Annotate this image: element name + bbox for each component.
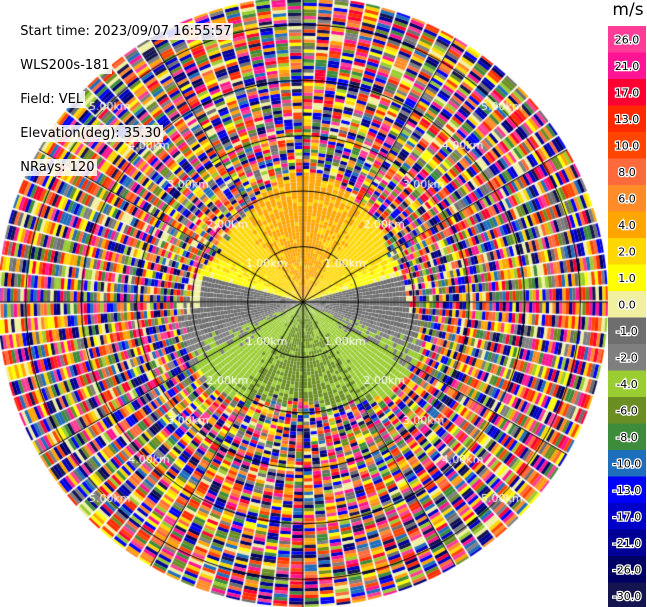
colorbar-swatch xyxy=(608,450,646,477)
colorbar-tick-label: -30.0 xyxy=(613,590,641,603)
colorbar-tick-label: 2.0 xyxy=(618,245,636,258)
instrument-text: WLS200s-181 xyxy=(18,57,112,74)
colorbar-swatch xyxy=(608,344,646,371)
colorbar-swatch xyxy=(608,476,646,503)
colorbar-swatch xyxy=(608,211,646,238)
colorbar-swatch xyxy=(608,370,646,397)
colorbar-tick-label: 10.0 xyxy=(615,139,640,152)
elevation-text: Elevation(deg): 35.30 xyxy=(18,125,164,142)
colorbar-tick-label: -10.0 xyxy=(613,457,641,470)
colorbar-swatch xyxy=(608,158,646,185)
colorbar-swatch xyxy=(608,317,646,344)
colorbar-swatch xyxy=(608,79,646,106)
scan-info: Start time: 2023/09/07 16:55:57 WLS200s-… xyxy=(10,6,234,176)
colorbar-swatch xyxy=(608,238,646,265)
colorbar-tick-label: 6.0 xyxy=(618,192,636,205)
start-time-text: Start time: 2023/09/07 16:55:57 xyxy=(18,23,234,40)
colorbar-tick-label: 8.0 xyxy=(618,166,636,179)
colorbar-swatch xyxy=(608,503,646,530)
colorbar-swatch xyxy=(608,185,646,212)
colorbar-tick-label: -4.0 xyxy=(616,378,637,391)
colorbar-tick-label: 1.0 xyxy=(618,272,636,285)
colorbar-swatch xyxy=(608,264,646,291)
colorbar-swatch xyxy=(608,105,646,132)
colorbar-unit: m/s xyxy=(612,0,644,20)
colorbar-swatch xyxy=(608,397,646,424)
colorbar-swatch xyxy=(608,556,646,583)
colorbar-tick-label: -13.0 xyxy=(613,484,641,497)
nrays-text: NRays: 120 xyxy=(18,159,97,176)
colorbar-swatch xyxy=(608,423,646,450)
colorbar-swatch xyxy=(608,26,646,53)
colorbar-tick-label: -8.0 xyxy=(616,431,637,444)
colorbar-swatch xyxy=(608,52,646,79)
colorbar-swatch xyxy=(608,291,646,318)
colorbar-tick-label: 13.0 xyxy=(615,113,640,126)
colorbar-tick-label: -17.0 xyxy=(613,510,641,523)
colorbar-tick-label: 4.0 xyxy=(618,219,636,232)
colorbar-tick-label: 26.0 xyxy=(615,33,640,46)
colorbar-tick-label: -1.0 xyxy=(616,325,637,338)
colorbar-tick-label: -6.0 xyxy=(616,404,637,417)
field-text: Field: VEL xyxy=(18,91,86,108)
colorbar-swatch xyxy=(608,529,646,556)
colorbar-tick-label: -2.0 xyxy=(616,351,637,364)
colorbar-tick-label: 17.0 xyxy=(615,86,640,99)
colorbar-tick-label: -21.0 xyxy=(613,537,641,550)
colorbar-swatch xyxy=(608,582,646,607)
colorbar-tick-label: -26.0 xyxy=(613,563,641,576)
colorbar-swatch xyxy=(608,132,646,159)
colorbar-tick-label: 0.0 xyxy=(618,298,636,311)
colorbar-tick-label: 21.0 xyxy=(615,60,640,73)
